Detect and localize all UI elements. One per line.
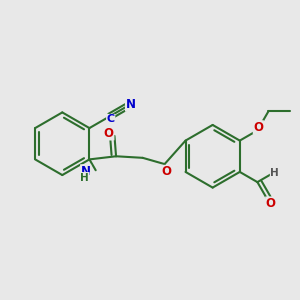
Text: C: C (106, 115, 115, 124)
Text: O: O (104, 127, 114, 140)
Text: H: H (270, 168, 279, 178)
Text: N: N (125, 98, 136, 111)
Text: O: O (161, 165, 171, 178)
Text: N: N (81, 165, 91, 178)
Text: O: O (266, 197, 276, 210)
Text: O: O (253, 121, 263, 134)
Text: H: H (80, 172, 89, 183)
